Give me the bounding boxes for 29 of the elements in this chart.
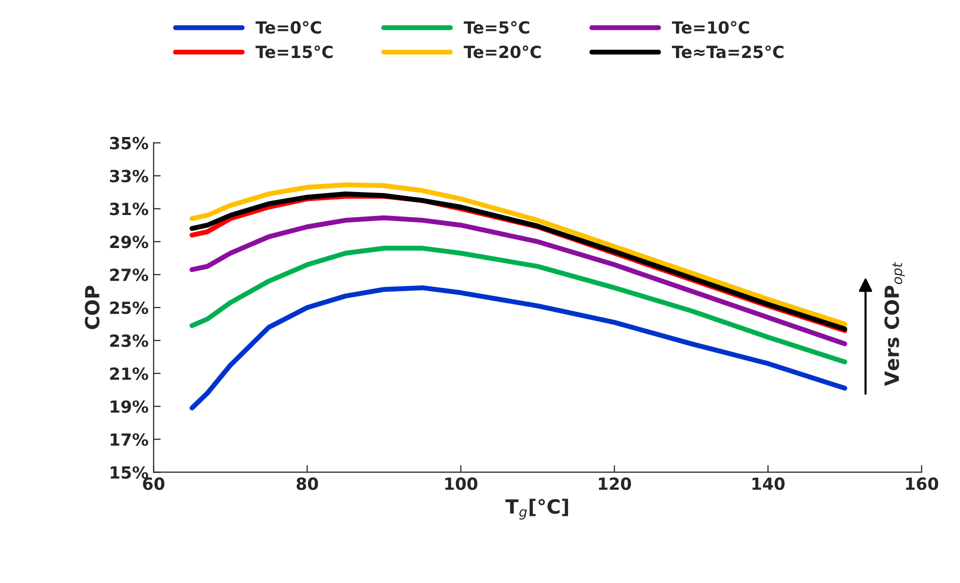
y-tick-label: 15% bbox=[110, 466, 148, 479]
line-series bbox=[190, 285, 848, 410]
legend-label: Te=0°C bbox=[256, 21, 322, 34]
x-tick-label: 80 bbox=[296, 477, 318, 490]
y-tick-label: 19% bbox=[110, 400, 148, 413]
legend-label: Te=15°C bbox=[256, 45, 333, 58]
x-axis-title: T$_{g}$[°C] bbox=[505, 498, 568, 520]
x-tick-label: 120 bbox=[598, 477, 631, 490]
legend-label: Te=20°C bbox=[464, 45, 541, 58]
line-series bbox=[190, 246, 848, 364]
y-tick-label: 27% bbox=[110, 268, 148, 282]
y-tick-label: 25% bbox=[110, 301, 148, 314]
x-tick-label: 140 bbox=[752, 477, 785, 490]
legend-label: Te≈Ta=25°C bbox=[672, 45, 784, 58]
annotation: Vers COP$_{opt}$ bbox=[884, 262, 905, 386]
x-tick-label: 60 bbox=[143, 477, 164, 490]
legend-label: Te=5°C bbox=[464, 21, 530, 34]
y-tick-label: 31% bbox=[110, 202, 148, 216]
y-tick-label: 35% bbox=[110, 136, 148, 150]
y-tick-label: 17% bbox=[110, 433, 148, 446]
y-tick-label: 33% bbox=[110, 170, 148, 182]
y-axis-title: COP bbox=[84, 286, 100, 330]
y-tick-label: 21% bbox=[110, 367, 148, 380]
legend-label: Te=10°C bbox=[672, 21, 749, 34]
x-tick-label: 100 bbox=[445, 477, 478, 490]
y-tick-label: 23% bbox=[110, 334, 148, 348]
y-tick-label: 29% bbox=[110, 236, 148, 248]
line-series bbox=[190, 215, 848, 346]
x-tick-label: 160 bbox=[906, 477, 938, 490]
